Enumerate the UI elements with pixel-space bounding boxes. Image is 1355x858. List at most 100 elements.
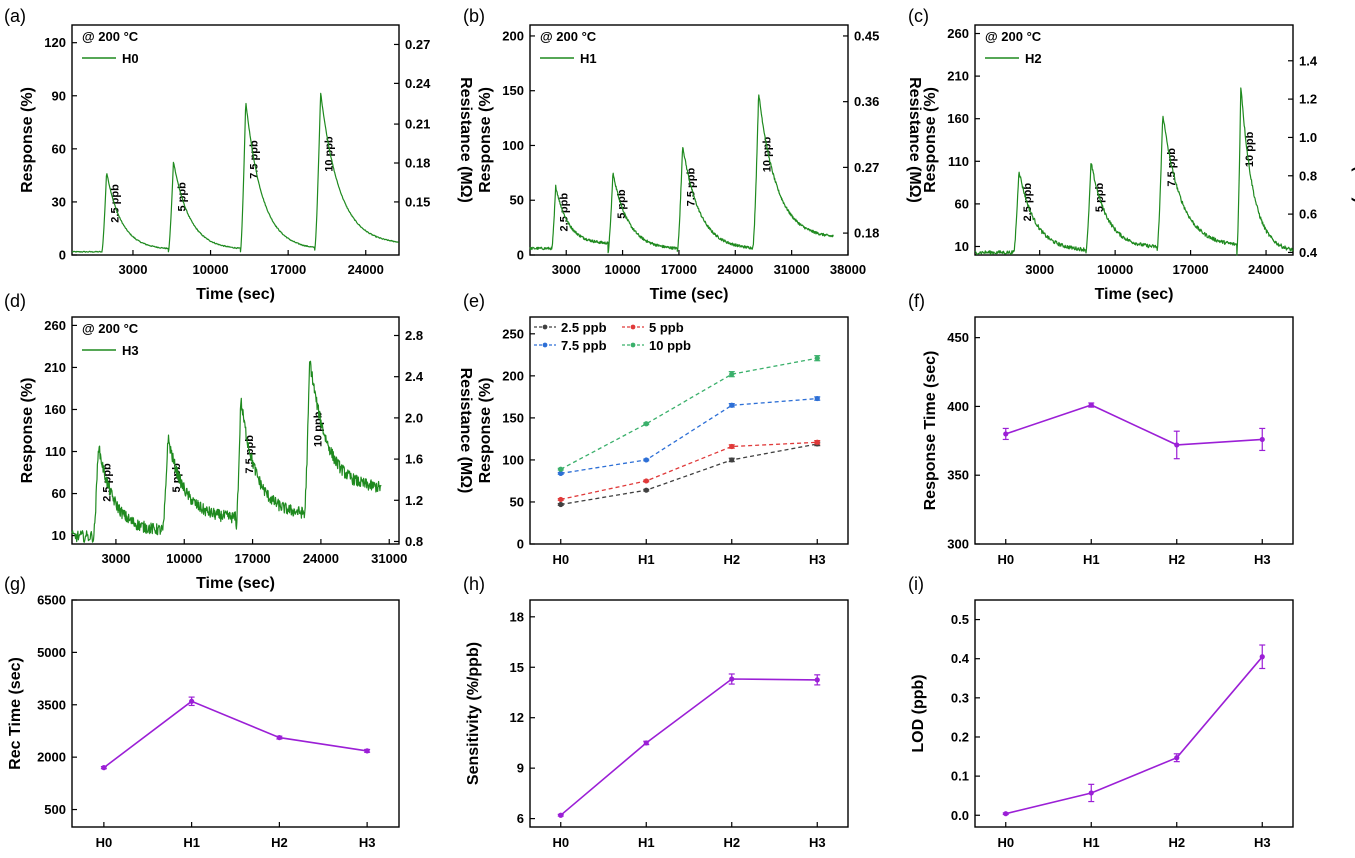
condition-label: @ 200 °C [82, 321, 139, 336]
y-tick-label: 90 [52, 88, 66, 103]
y-tick-label: 0.1 [951, 769, 969, 784]
series-line [560, 678, 818, 816]
y2-tick-label: 1.6 [405, 452, 423, 467]
y-tick-label: 5000 [37, 645, 66, 660]
data-point [558, 496, 564, 503]
data-point [729, 371, 735, 377]
y-tick-label: 210 [947, 69, 969, 84]
legend-marker [542, 342, 548, 348]
x-axis-label: Time (sec) [196, 286, 275, 303]
plot-frame [529, 24, 849, 256]
y-tick-label: 200 [502, 28, 524, 43]
y-tick-label: 500 [44, 802, 66, 817]
y2-tick-label: 2.4 [405, 369, 424, 384]
x-tick-label: H3 [809, 552, 826, 567]
x-tick-label: 17000 [1173, 262, 1209, 277]
y2-axis-label: Resistance (MΩ) [906, 77, 923, 203]
data-point [1259, 436, 1265, 443]
x-tick-label: 10000 [605, 262, 641, 277]
x-tick-label: H1 [638, 552, 655, 567]
data-point [558, 812, 564, 818]
panel-b: (b) 0 50 100 150 200 Response (%) 3000 10000 1700… [463, 6, 923, 303]
x-axis-label: Time (sec) [650, 286, 729, 303]
x-tick-label: H2 [1168, 552, 1185, 567]
y2-tick-label: 0.27 [854, 160, 879, 175]
y-tick-label: 150 [502, 410, 524, 425]
panel-letter: (e) [463, 291, 485, 311]
y-tick-label: 6 [517, 811, 524, 826]
y-axis-label: LOD (ppb) [910, 674, 927, 752]
panel-letter: (d) [4, 291, 26, 311]
condition-label: @ 200 °C [985, 29, 1042, 44]
y-tick-label: 6500 [37, 593, 66, 608]
concentration-label: 2.5 ppb [110, 184, 122, 223]
panel-letter: (h) [463, 574, 485, 594]
plot-frame [974, 599, 1294, 828]
x-tick-label: H1 [183, 835, 200, 850]
response-trace [71, 92, 399, 253]
y-tick-label: 30 [52, 194, 66, 209]
y-tick-label: 120 [44, 35, 66, 50]
x-tick-label: 17000 [270, 262, 306, 277]
series-line [560, 357, 818, 470]
y-tick-label: 160 [947, 111, 969, 126]
panel-a: (a) 0 30 60 90 120 Response (%) 3000 10000 17000 2… [4, 6, 474, 303]
y-tick-label: 0.5 [951, 612, 969, 627]
data-point [814, 439, 820, 445]
data-point [558, 501, 564, 508]
plot-frame [974, 24, 1294, 256]
data-point [729, 443, 735, 450]
y-tick-label: 260 [947, 26, 969, 41]
x-tick-label: 24000 [303, 551, 339, 566]
condition-label: @ 200 °C [540, 29, 597, 44]
y2-tick-label: 0.6 [1299, 207, 1317, 222]
y-tick-label: 60 [955, 196, 969, 211]
plot-frame [71, 316, 400, 545]
x-tick-label: H0 [552, 552, 569, 567]
legend-marker [630, 324, 636, 330]
x-tick-label: H0 [552, 835, 569, 850]
y2-tick-label: 1.2 [405, 493, 423, 508]
concentration-label: 7.5 ppb [249, 140, 261, 179]
data-point [729, 402, 735, 408]
y-tick-label: 200 [502, 368, 524, 383]
data-point [1088, 790, 1094, 796]
y-tick-label: 15 [510, 660, 524, 675]
series-line [1005, 404, 1263, 446]
x-tick-label: 10000 [192, 262, 228, 277]
x-tick-label: H2 [1168, 835, 1185, 850]
data-point [729, 676, 735, 682]
x-tick-label: H2 [723, 552, 740, 567]
data-point [1003, 431, 1009, 437]
data-point [643, 487, 649, 493]
legend-label: 5 ppb [649, 320, 684, 335]
data-point [1174, 755, 1180, 761]
data-point [189, 698, 195, 704]
x-tick-label: H1 [638, 835, 655, 850]
y-tick-label: 18 [510, 609, 524, 624]
y-tick-label: 0.4 [951, 651, 970, 666]
y2-tick-label: 0.8 [405, 534, 423, 549]
series-line [560, 443, 818, 506]
y-tick-label: 260 [44, 318, 66, 333]
y-tick-label: 0 [517, 248, 524, 263]
y2-tick-label: 0.8 [1299, 168, 1317, 183]
condition-label: @ 200 °C [82, 29, 139, 44]
series-line [103, 700, 368, 769]
legend-marker [630, 342, 636, 348]
y-axis-label: Sensitivity (%/ppb) [465, 642, 482, 785]
series-line [1005, 656, 1263, 815]
data-point [643, 740, 649, 746]
response-trace [529, 94, 834, 254]
plot-frame [529, 599, 849, 828]
data-point [101, 765, 107, 771]
y2-tick-label: 0.27 [405, 37, 430, 52]
y-tick-label: 250 [502, 326, 524, 341]
panel-letter: (f) [908, 291, 925, 311]
y-tick-label: 150 [502, 83, 524, 98]
x-tick-label: H3 [1254, 552, 1271, 567]
y2-axis-label: Resistance (MΩ) [457, 368, 474, 494]
y2-tick-label: 0.18 [405, 156, 430, 171]
y-tick-label: 0 [517, 537, 524, 552]
